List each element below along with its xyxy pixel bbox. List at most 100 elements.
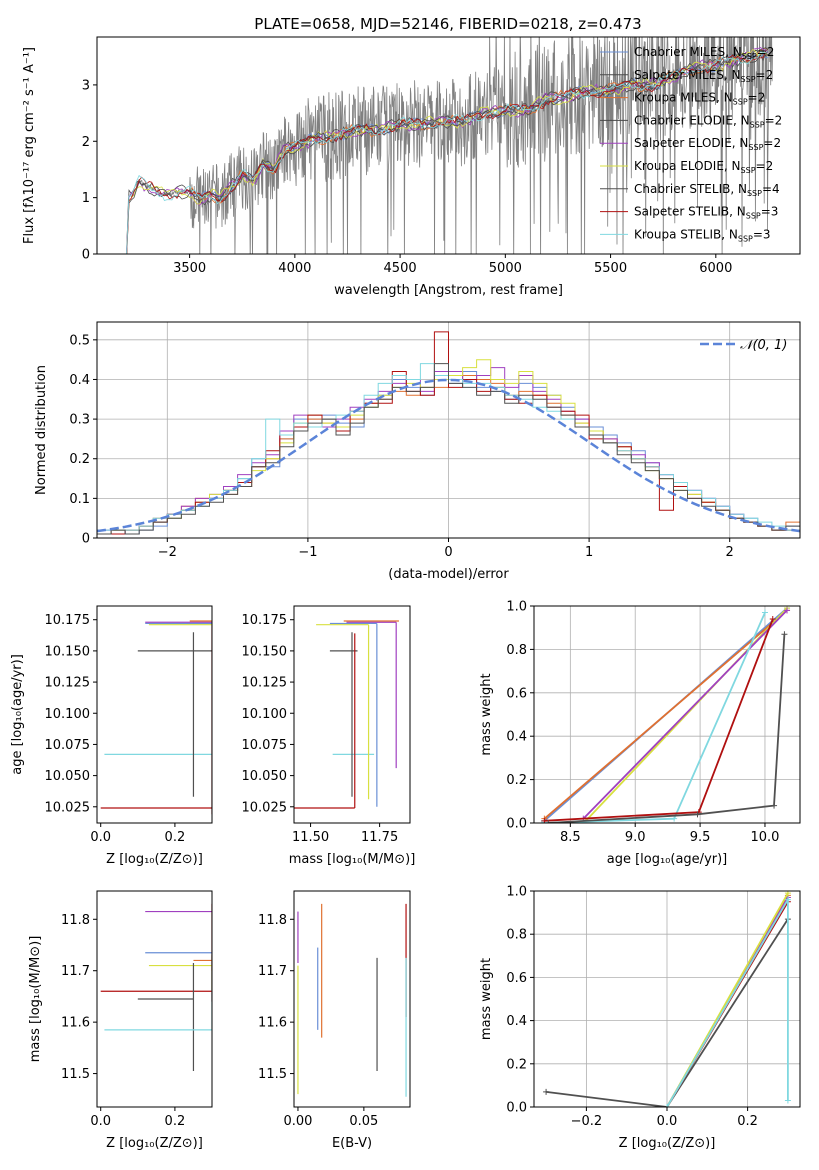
plot-area xyxy=(115,37,773,254)
legend-label-sub: SSP xyxy=(747,189,762,198)
y-tick-label: 0.4 xyxy=(69,373,90,388)
x-tick-label: 0.2 xyxy=(165,1114,186,1129)
panel-weight-vs-age: 8.5 9.0 9.5 10.0 0.0 0.2 0.4 0.6 0.8 1.0 age [log₁… xyxy=(479,600,801,867)
x-tick-label: 4000 xyxy=(278,261,311,276)
legend-label-suffix: =2 xyxy=(756,159,774,173)
legend-label-suffix: =2 xyxy=(763,136,781,150)
x-tick-label: 9.0 xyxy=(625,830,646,845)
x-tick-label: 5500 xyxy=(594,261,627,276)
legend-label: Salpeter ELODIE, NSSP=2 xyxy=(634,136,781,152)
legend-label-suffix: =2 xyxy=(756,68,774,82)
y-tick-label: 10.025 xyxy=(242,800,288,815)
weight-line xyxy=(545,918,789,1107)
x-tick-label: 0.2 xyxy=(737,1114,758,1129)
x-tick-label: 11.50 xyxy=(292,830,329,845)
legend-label: Chabrier MILES, NSSP=2 xyxy=(634,45,774,61)
plot-area xyxy=(100,620,212,815)
y-tick-label: 1 xyxy=(82,191,90,206)
histogram-step xyxy=(97,363,800,538)
x-tick-label: 0.0 xyxy=(657,1114,678,1129)
panel-weight-vs-Z: −0.2 0.0 0.2 0.0 0.2 0.4 0.6 0.8 1.0 Z [log₁₀(Z/Z… xyxy=(479,885,801,1151)
legend-label: Kroupa ELODIE, NSSP=2 xyxy=(634,159,773,175)
weight-marker xyxy=(781,631,788,638)
y-tick-label: 0 xyxy=(82,248,90,263)
x-tick-label: 2 xyxy=(726,545,734,560)
x-tick-label: 10.0 xyxy=(750,830,779,845)
legend-label-sub: SSP xyxy=(741,166,756,175)
x-tick-label: 5000 xyxy=(489,261,522,276)
weight-marker xyxy=(545,820,552,823)
y-tick-label: 10.125 xyxy=(242,676,288,691)
x-tick-label: −0.2 xyxy=(571,1114,603,1129)
y-tick-label: 0.8 xyxy=(506,928,527,943)
y-tick-label: 0.2 xyxy=(506,1057,527,1072)
y-tick-label: 0.0 xyxy=(506,1101,527,1116)
y-tick-label: 10.050 xyxy=(242,769,288,784)
y-tick-label: 11.5 xyxy=(258,1067,287,1082)
legend-label-sub: SSP xyxy=(746,212,761,221)
axes-frame xyxy=(293,605,411,824)
axes-frame xyxy=(96,890,213,1108)
legend-label-text: Salpeter STELIB, N xyxy=(634,205,746,219)
model-spectrum-line xyxy=(126,47,769,254)
y-tick-label: 11.7 xyxy=(61,964,90,979)
y-tick-label: 10.150 xyxy=(242,644,288,659)
legend-label: Kroupa STELIB, NSSP=3 xyxy=(634,227,771,243)
x-tick-label: 4500 xyxy=(384,261,417,276)
legend-label-sub: SSP xyxy=(748,143,763,152)
panel-age-vs-Z: 0.0 0.2 10.025 10.050 10.075 10.100 10.125 10.1… xyxy=(10,605,213,867)
axes-frame xyxy=(533,605,801,824)
plot-area xyxy=(534,606,800,823)
legend-label: Chabrier STELIB, NSSP=4 xyxy=(634,182,780,198)
figure-title: PLATE=0658, MJD=52146, FIBERID=0218, z=0… xyxy=(254,15,641,33)
legend-label-text: Salpeter ELODIE, N xyxy=(634,136,748,150)
legend-label-sub: SSP xyxy=(742,52,757,61)
y-tick-label: 10.175 xyxy=(242,613,288,628)
panel-residuals: 𝒩(0, 1) −2 −1 0 1 2 0 0.1 0.2 0.3 0.4 0.5 (data-mode… xyxy=(34,321,801,582)
y-tick-label: 0.2 xyxy=(506,773,527,788)
y-tick-label: 0.4 xyxy=(506,1014,527,1029)
y-axis-label: Normed distribution xyxy=(34,365,49,495)
weight-marker xyxy=(784,1097,791,1104)
x-axis-label: (data-model)/error xyxy=(388,567,509,582)
y-tick-label: 2 xyxy=(82,135,90,150)
model-spectrum-line xyxy=(126,48,769,254)
x-tick-label: 0.0 xyxy=(90,830,111,845)
y-tick-label: 10.075 xyxy=(45,738,91,753)
legend-label-text: Chabrier ELODIE, N xyxy=(634,113,750,127)
legend-label: Salpeter STELIB, NSSP=3 xyxy=(634,205,778,221)
y-tick-label: 10.150 xyxy=(45,644,91,659)
y-tick-label: 10.025 xyxy=(45,800,91,815)
weight-marker xyxy=(664,1104,670,1107)
weight-marker xyxy=(761,609,768,616)
y-tick-label: 11.6 xyxy=(258,1016,287,1031)
y-tick-label: 1.0 xyxy=(506,885,527,900)
plot-area xyxy=(294,620,399,809)
plot-area xyxy=(100,903,212,1071)
x-tick-label: 9.5 xyxy=(690,830,711,845)
legend-label-suffix: =2 xyxy=(748,91,766,105)
y-tick-label: 0.4 xyxy=(506,730,527,745)
legend-label-text: Kroupa STELIB, N xyxy=(634,227,738,241)
x-axis-label: E(B-V) xyxy=(332,1136,372,1151)
y-tick-label: 11.7 xyxy=(258,964,287,979)
legend-label-suffix: =2 xyxy=(765,113,783,127)
x-tick-label: 0.05 xyxy=(349,1114,378,1129)
x-tick-label: 3500 xyxy=(173,261,206,276)
legend-label-text: Chabrier MILES, N xyxy=(634,45,742,59)
legend-label-text: Kroupa ELODIE, N xyxy=(634,159,741,173)
plot-area xyxy=(97,322,800,538)
legend-label-sub: SSP xyxy=(733,98,748,107)
legend-label-sub: SSP xyxy=(738,234,753,243)
y-tick-label: 10.125 xyxy=(45,676,91,691)
weight-marker xyxy=(694,811,701,818)
y-axis-label: age [log₁₀(age/yr)] xyxy=(10,654,25,775)
legend-label: 𝒩(0, 1) xyxy=(740,338,787,353)
legend-label: Kroupa MILES, NSSP=2 xyxy=(634,91,765,107)
legend-label-text: Salpeter MILES, N xyxy=(634,68,741,82)
model-spectrum-line xyxy=(126,49,769,254)
legend-label-text: Chabrier STELIB, N xyxy=(634,182,747,196)
x-axis-label: Z [log₁₀(Z/Z⊙)] xyxy=(106,852,203,867)
legend-label-suffix: =4 xyxy=(762,182,780,196)
